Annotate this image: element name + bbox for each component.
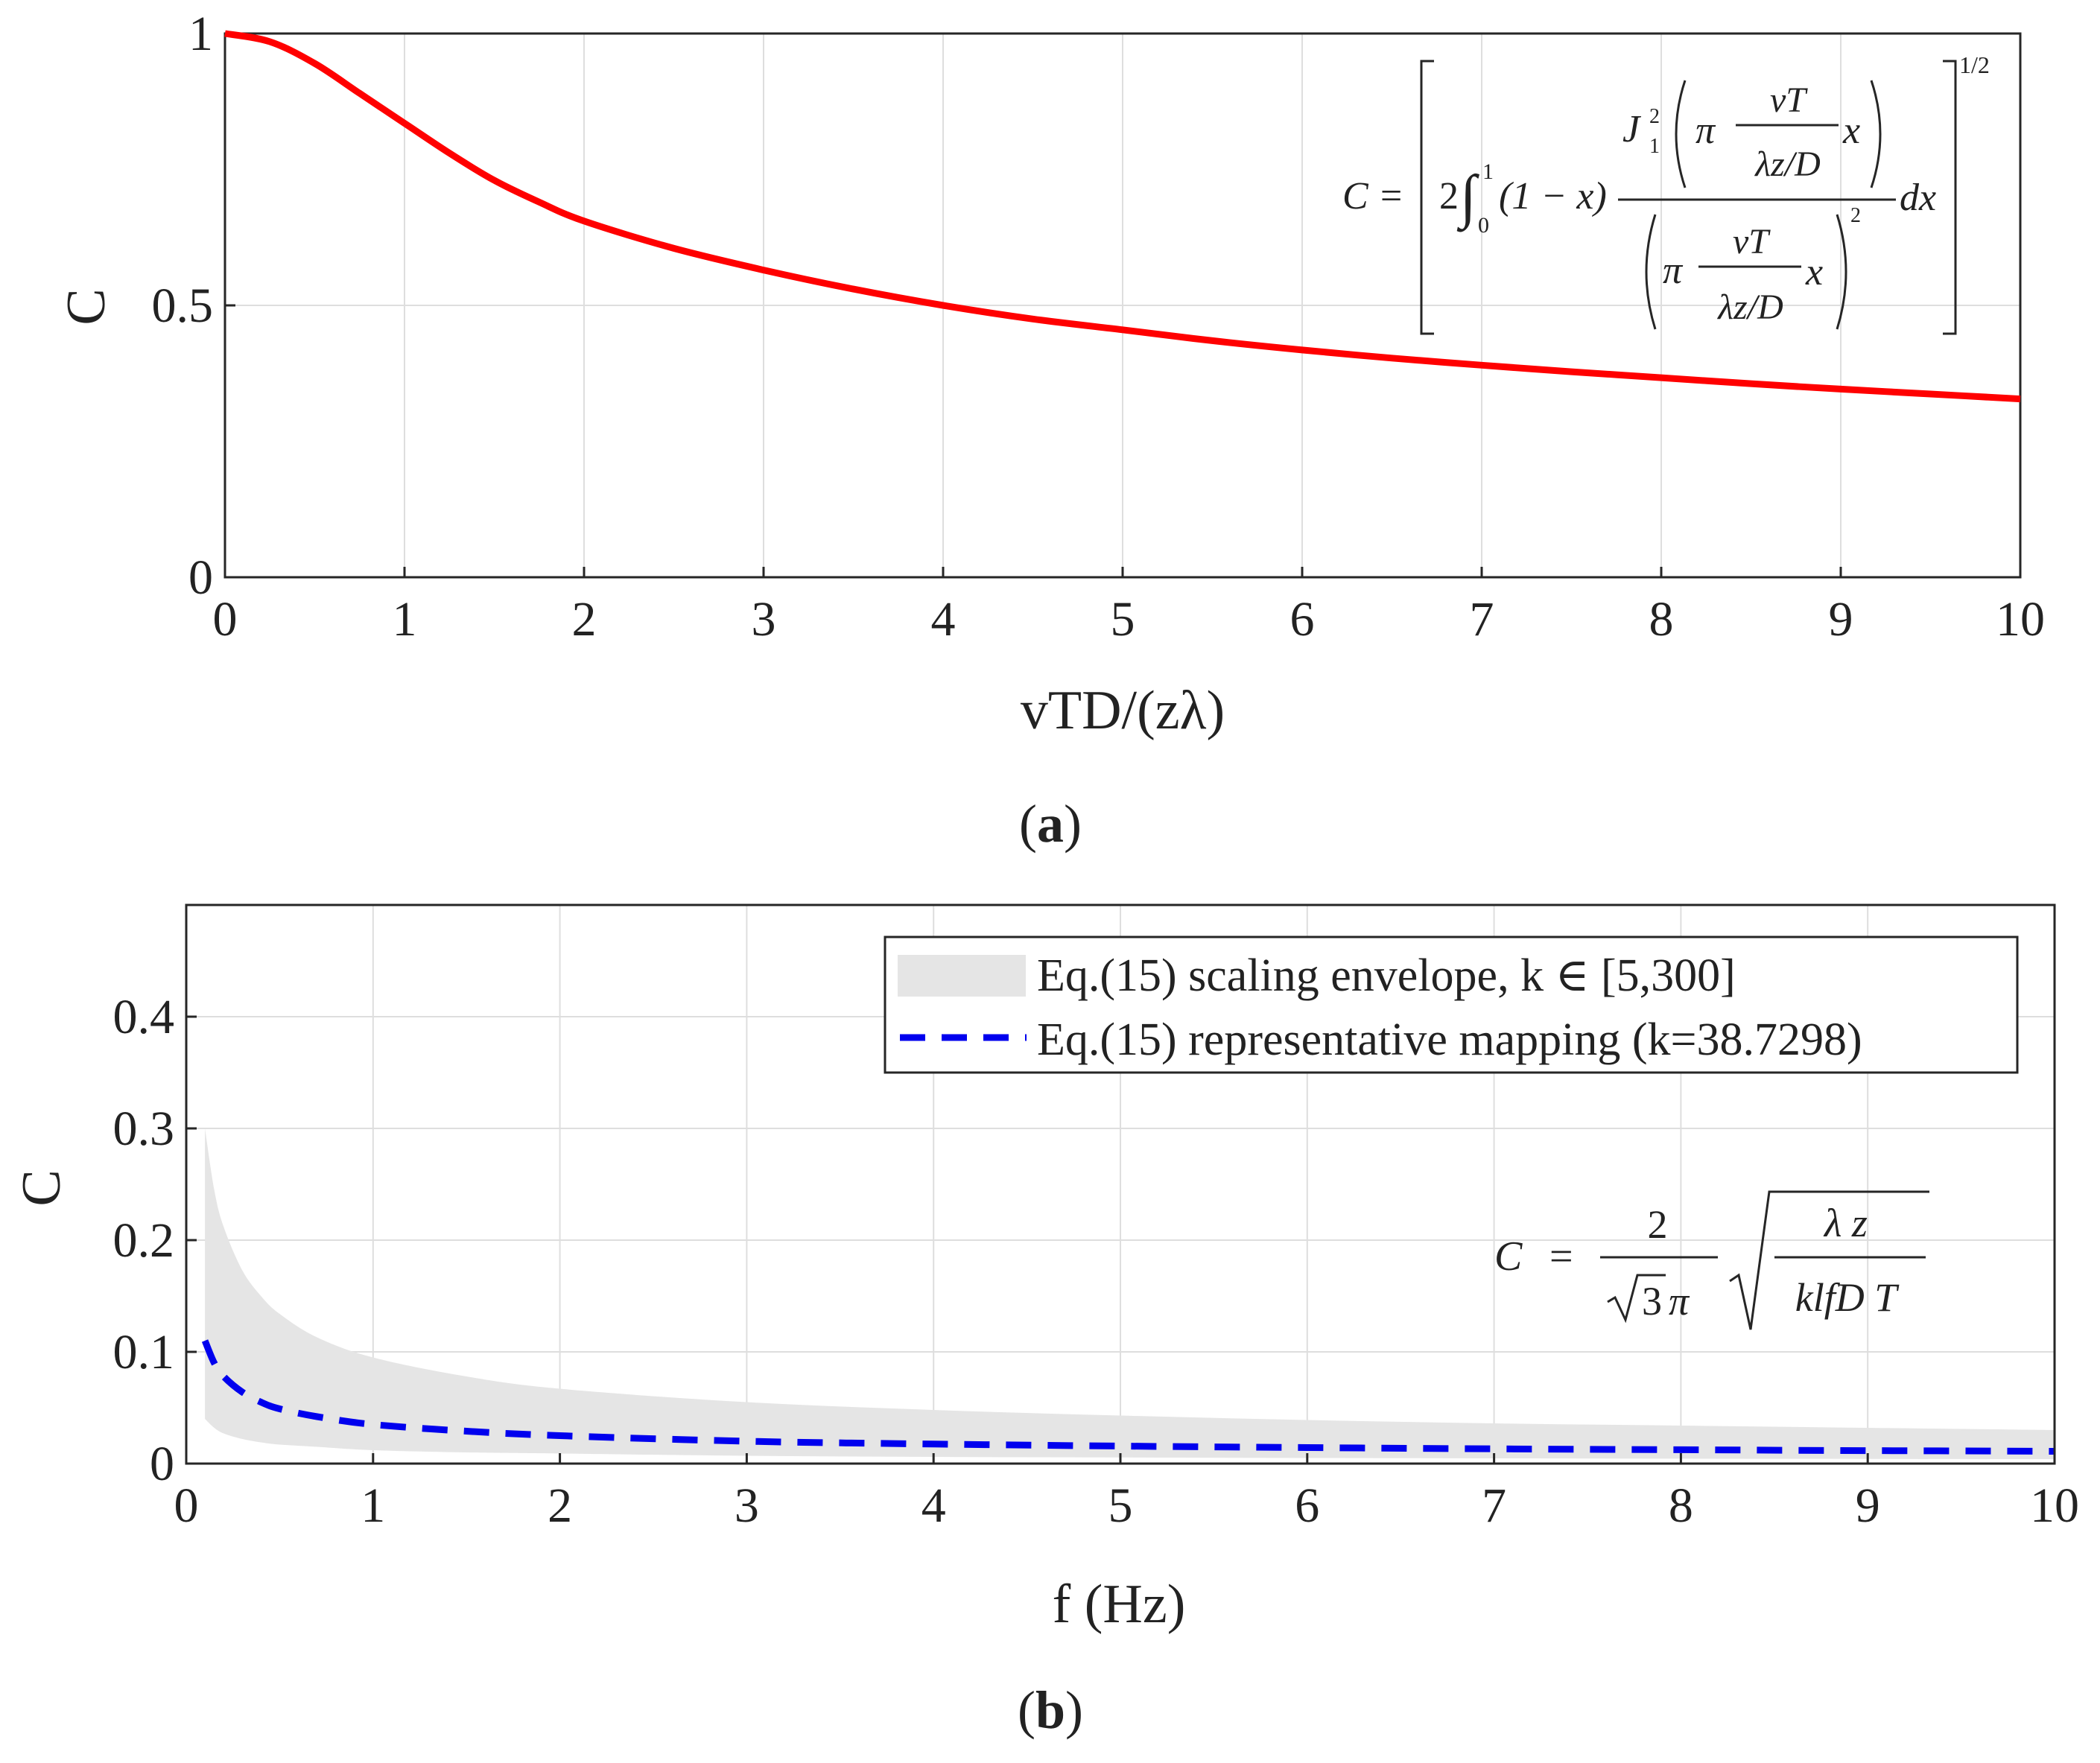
eq-a-bessel-sup: 2: [1649, 105, 1660, 128]
y-tick-label: 0: [188, 550, 213, 605]
panel-a-chart: 0 1 2 3 4 5 6 7 8 9 10 00.51 vTD/(zλ) C (a) C = 1/…: [56, 7, 2045, 854]
panel-b-y-ticks: 0 0.1 0.2 0.3 0.4: [113, 990, 197, 1491]
x-tick-label: 3: [735, 1478, 759, 1533]
eq-a-den-frac-num: vT: [1733, 222, 1771, 261]
y-tick-label: 0.4: [113, 990, 175, 1044]
panel-b-caption: (b): [1018, 1680, 1083, 1740]
eq-b-equals: =: [1549, 1233, 1573, 1280]
panel-a-x-ticks: 0 1 2 3 4 5 6 7 8 9 10: [213, 567, 2045, 647]
x-tick-label: 0: [213, 592, 238, 647]
eq-a-num-rparen: [1870, 80, 1882, 188]
eq-b-den-pi: π: [1669, 1279, 1690, 1324]
eq-a-integral-sign: ∫: [1456, 164, 1480, 232]
eq-b-root-den: klfD T: [1795, 1275, 1900, 1320]
eq-b-num: 2: [1648, 1202, 1668, 1247]
x-tick-label: 5: [1111, 592, 1135, 647]
eq-a-bessel-sub: 1: [1649, 135, 1660, 158]
x-tick-label: 9: [1829, 592, 1853, 647]
panel-b-y-axis-label: C: [11, 1169, 72, 1206]
eq-b-small-root: [1607, 1274, 1666, 1324]
eq-a-num-var: x: [1842, 109, 1860, 152]
eq-b-big-root: [1729, 1190, 1929, 1330]
eq-a-left-bracket: [1420, 60, 1434, 335]
eq-a-dx: dx: [1900, 177, 1936, 219]
eq-a-right-bracket: [1943, 60, 1957, 335]
x-tick-label: 10: [1996, 592, 2045, 647]
eq-a-num-frac-num: vT: [1770, 80, 1808, 120]
eq-a-bessel: J: [1622, 108, 1642, 150]
eq-a-den-pi: π: [1663, 250, 1684, 292]
x-tick-label: 5: [1108, 1478, 1133, 1533]
panel-b-series-line: [201, 1339, 2055, 1455]
eq-a-num-pi: π: [1695, 109, 1716, 152]
eq-b-den-root: 3: [1642, 1279, 1662, 1324]
x-tick-label: 10: [2030, 1478, 2079, 1533]
eq-a-num-lparen: [1675, 80, 1687, 188]
legend-envelope-swatch: [898, 955, 1026, 997]
panel-b-chart: 0 1 2 3 4 5 6 7 8 9 10 00.10.20.30.4 f (Hz) C (b) …: [11, 903, 2079, 1740]
x-tick-label: 1: [361, 1478, 385, 1533]
y-tick-label: 0: [150, 1437, 174, 1491]
panel-b-x-ticks: 0 1 2 3 4 5 6 7 8 9 10: [174, 1453, 2079, 1533]
panel-a-equation: C = 1/2 2 ∫ 1 0 (1 − x) J 2 1 π vT λz/D …: [1342, 51, 1990, 335]
y-tick-label: 0.2: [113, 1213, 175, 1268]
eq-a-coef: 2: [1439, 175, 1459, 217]
x-tick-label: 8: [1669, 1478, 1693, 1533]
panel-b-x-axis-label: f (Hz): [1053, 1574, 1186, 1635]
x-tick-label: 4: [921, 1478, 946, 1533]
eq-a-lhs: C =: [1342, 175, 1404, 217]
panel-b-legend: Eq.(15) scaling envelope, k ∈ [5,300] Eq…: [884, 935, 2019, 1074]
x-tick-label: 2: [572, 592, 597, 647]
panel-a-x-axis-label: vTD/(zλ): [1021, 680, 1225, 741]
panel-a-series-line: [224, 30, 2021, 403]
eq-a-int-upper: 1: [1482, 159, 1494, 184]
eq-b-lhs: C: [1494, 1233, 1523, 1280]
legend-envelope-label: Eq.(15) scaling envelope, k ∈ [5,300]: [1037, 950, 1736, 1001]
eq-a-factor: (1 − x): [1499, 175, 1607, 217]
eq-a-den-lparen: [1645, 214, 1657, 330]
eq-a-outer-power: 1/2: [1959, 51, 1990, 78]
eq-a-int-lower: 0: [1478, 213, 1489, 238]
x-tick-label: 1: [393, 592, 417, 647]
x-tick-label: 8: [1649, 592, 1674, 647]
y-tick-label: 1: [188, 7, 213, 61]
panel-a-caption: (a): [1019, 794, 1082, 854]
eq-a-den-rparen: [1836, 214, 1847, 330]
x-tick-label: 7: [1470, 592, 1494, 647]
x-tick-label: 0: [174, 1478, 199, 1533]
eq-b-root-num: λ z: [1823, 1201, 1868, 1245]
x-tick-label: 6: [1290, 592, 1315, 647]
x-tick-label: 9: [1856, 1478, 1880, 1533]
panel-a-y-axis-label: C: [56, 288, 117, 325]
x-tick-label: 4: [931, 592, 956, 647]
y-tick-label: 0.3: [113, 1102, 175, 1156]
y-tick-label: 0.1: [113, 1325, 175, 1379]
eq-a-den-frac-den: λz/D: [1716, 288, 1783, 327]
x-tick-label: 6: [1295, 1478, 1319, 1533]
x-tick-label: 7: [1482, 1478, 1506, 1533]
legend-box: [884, 935, 2019, 1074]
eq-a-num-frac-den: λz/D: [1754, 144, 1820, 184]
x-tick-label: 3: [752, 592, 776, 647]
y-tick-label: 0.5: [152, 279, 214, 333]
legend-line-label: Eq.(15) representative mapping (k=38.729…: [1037, 1014, 1862, 1065]
panel-b-equation: C = 2 3 π λ z klfD T: [1494, 1190, 1929, 1330]
eq-a-den-power: 2: [1850, 204, 1861, 227]
eq-a-den-var: x: [1805, 251, 1823, 293]
panel-a-y-ticks: 00.51: [152, 7, 235, 605]
x-tick-label: 2: [548, 1478, 572, 1533]
